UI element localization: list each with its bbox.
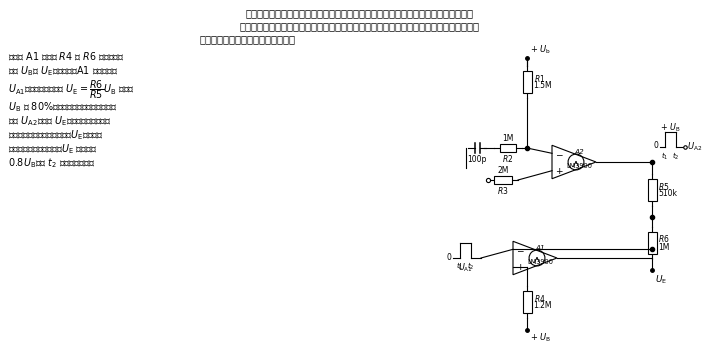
Bar: [648, 232, 656, 254]
Text: 脉冲 $U_{\rm A2}$。为使 $U_{\rm E}$不影响输出脉冲的产: 脉冲 $U_{\rm A2}$。为使 $U_{\rm E}$不影响输出脉冲的产: [8, 114, 112, 128]
Text: 放大器 A1 的电阻 $R4$ 和 $R6$ 将两个输入: 放大器 A1 的电阻 $R4$ 和 $R6$ 将两个输入: [8, 50, 125, 62]
Text: $R4$: $R4$: [533, 292, 545, 303]
Text: $R3$: $R3$: [498, 185, 509, 196]
Text: $-$: $-$: [555, 149, 564, 158]
Bar: [494, 176, 512, 184]
Text: $t_2$: $t_2$: [467, 261, 475, 272]
Text: $+$: $+$: [555, 166, 564, 176]
Text: $U_{\rm B}$ 的 80%时，它将下降并开始产生输出: $U_{\rm B}$ 的 80%时，它将下降并开始产生输出: [8, 100, 117, 114]
Text: $U_{\rm E}$: $U_{\rm E}$: [655, 273, 667, 285]
Bar: [523, 291, 531, 313]
Text: $+\ U_{\rm B}$: $+\ U_{\rm B}$: [660, 121, 681, 134]
Text: $R5$: $R5$: [658, 181, 670, 192]
Text: 所示的电路即可实现这种双重功能。: 所示的电路即可实现这种双重功能。: [200, 34, 296, 44]
Text: $t_1$: $t_1$: [456, 261, 464, 272]
Bar: [500, 144, 516, 152]
Text: LM3900: LM3900: [527, 259, 553, 265]
Text: $U_{\rm A1}$: $U_{\rm A1}$: [458, 262, 472, 274]
Bar: [648, 179, 656, 201]
Text: $R2$: $R2$: [503, 153, 513, 164]
Text: A2: A2: [574, 149, 584, 155]
Text: 器里即存在这一问题，即当达到特定输出电平后应能产生复位脉冲，以便使振荡重复。用图: 器里即存在这一问题，即当达到特定输出电平后应能产生复位脉冲，以便使振荡重复。用图: [239, 21, 479, 31]
Text: A1: A1: [535, 245, 545, 251]
Text: $+\ U_{\rm b}$: $+\ U_{\rm b}$: [530, 44, 551, 56]
Text: 0.8$U_{\rm B}$应在 $t_2$ 时刻之前发生。: 0.8$U_{\rm B}$应在 $t_2$ 时刻之前发生。: [8, 156, 95, 170]
Text: $U_{\rm A2}$: $U_{\rm A2}$: [687, 141, 702, 153]
Text: LM3900: LM3900: [566, 163, 592, 169]
Text: $t_1$: $t_1$: [661, 151, 668, 162]
Text: 1.5M: 1.5M: [533, 81, 552, 91]
Text: $t_2$: $t_2$: [672, 151, 680, 162]
Text: 2M: 2M: [498, 166, 508, 175]
Text: 转电压，即如图中所示，$U_{\rm E}$ 降至小于: 转电压，即如图中所示，$U_{\rm E}$ 降至小于: [8, 142, 97, 156]
Text: 在很多应用中要求当输入直流信号超过某一规定值时电路应连续输出脉冲。在自激振荡: 在很多应用中要求当输入直流信号超过某一规定值时电路应连续输出脉冲。在自激振荡: [245, 8, 473, 18]
Text: 100p: 100p: [467, 155, 487, 164]
Text: 0: 0: [653, 142, 658, 150]
Text: 510k: 510k: [658, 189, 678, 199]
Bar: [523, 71, 531, 93]
Text: $U_{\rm A1}$正常为高电平。当 $U_{\rm E}$$=$$\dfrac{R6}{R5}$$U_{\rm B}$ 或接近: $U_{\rm A1}$正常为高电平。当 $U_{\rm E}$$=$$\dfr…: [8, 78, 135, 101]
Text: 生，应在输出脉冲终止之前，$U_{\rm E}$降低于翻: 生，应在输出脉冲终止之前，$U_{\rm E}$降低于翻: [8, 128, 104, 142]
Text: 0: 0: [446, 252, 451, 262]
Text: 1M: 1M: [658, 242, 670, 251]
Text: $R1$: $R1$: [533, 73, 545, 84]
Text: $+\ U_{\rm B}$: $+\ U_{\rm B}$: [530, 332, 551, 344]
Text: $R6$: $R6$: [658, 234, 670, 245]
Text: 1.2M: 1.2M: [533, 302, 552, 310]
Text: 1M: 1M: [503, 134, 513, 143]
Text: 电压 $U_{\rm B}$和 $U_{\rm E}$进行比较，A1 的输出电压: 电压 $U_{\rm B}$和 $U_{\rm E}$进行比较，A1 的输出电压: [8, 64, 118, 78]
Text: $-$: $-$: [516, 245, 525, 254]
Text: $+$: $+$: [516, 262, 525, 272]
